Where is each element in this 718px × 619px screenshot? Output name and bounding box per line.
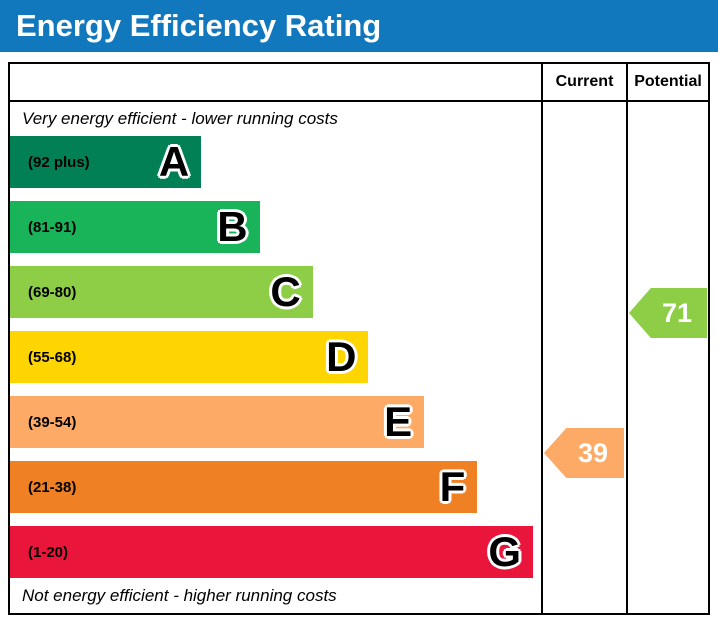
band-range-label: (55-68) — [28, 348, 77, 366]
bottom-caption: Not energy efficient - higher running co… — [22, 585, 337, 605]
header-spacer-cell — [10, 64, 541, 102]
band-letter: B — [217, 203, 248, 250]
band-range-label: (21-38) — [28, 478, 77, 496]
current-rating-arrow: 39 — [544, 428, 624, 478]
potential-rating-column: 71 — [626, 102, 708, 613]
band-letter: D — [326, 333, 357, 380]
band-row-b: (81-91) B — [10, 201, 260, 253]
band-row-c: (69-80) C — [10, 266, 313, 318]
current-rating-column: 39 — [541, 102, 626, 613]
page-title: Energy Efficiency Rating — [16, 8, 382, 43]
band-letter: G — [488, 528, 522, 575]
band-letter: A — [158, 138, 190, 185]
band-row-e: (39-54) E — [10, 396, 425, 448]
potential-column-header: Potential — [626, 64, 708, 102]
potential-rating-arrow: 71 — [629, 288, 707, 338]
current-rating-value: 39 — [577, 437, 609, 468]
energy-efficiency-chart: Current Potential Very energy efficient … — [8, 62, 710, 615]
band-letter: F — [439, 463, 466, 510]
band-row-d: (55-68) D — [10, 331, 369, 383]
page-title-bar: Energy Efficiency Rating — [0, 0, 718, 52]
band-row-g: (1-20) G — [10, 526, 534, 578]
band-bars: (92 plus) A (81-91) B (69-80) C (55-68) … — [10, 136, 541, 578]
band-range-label: (1-20) — [28, 543, 69, 561]
current-column-header: Current — [541, 64, 626, 102]
band-range-label: (92 plus) — [28, 153, 90, 171]
bands-column: Very energy efficient - lower running co… — [10, 102, 541, 613]
top-caption: Very energy efficient - lower running co… — [22, 109, 338, 128]
band-range-label: (39-54) — [28, 413, 77, 431]
band-range-label: (69-80) — [28, 283, 77, 301]
band-row-a: (92 plus) A — [10, 136, 202, 188]
band-row-f: (21-38) F — [10, 461, 478, 513]
band-letter: C — [270, 268, 301, 315]
potential-rating-value: 71 — [661, 297, 693, 328]
band-range-label: (81-91) — [28, 218, 77, 236]
band-letter: E — [384, 398, 413, 445]
